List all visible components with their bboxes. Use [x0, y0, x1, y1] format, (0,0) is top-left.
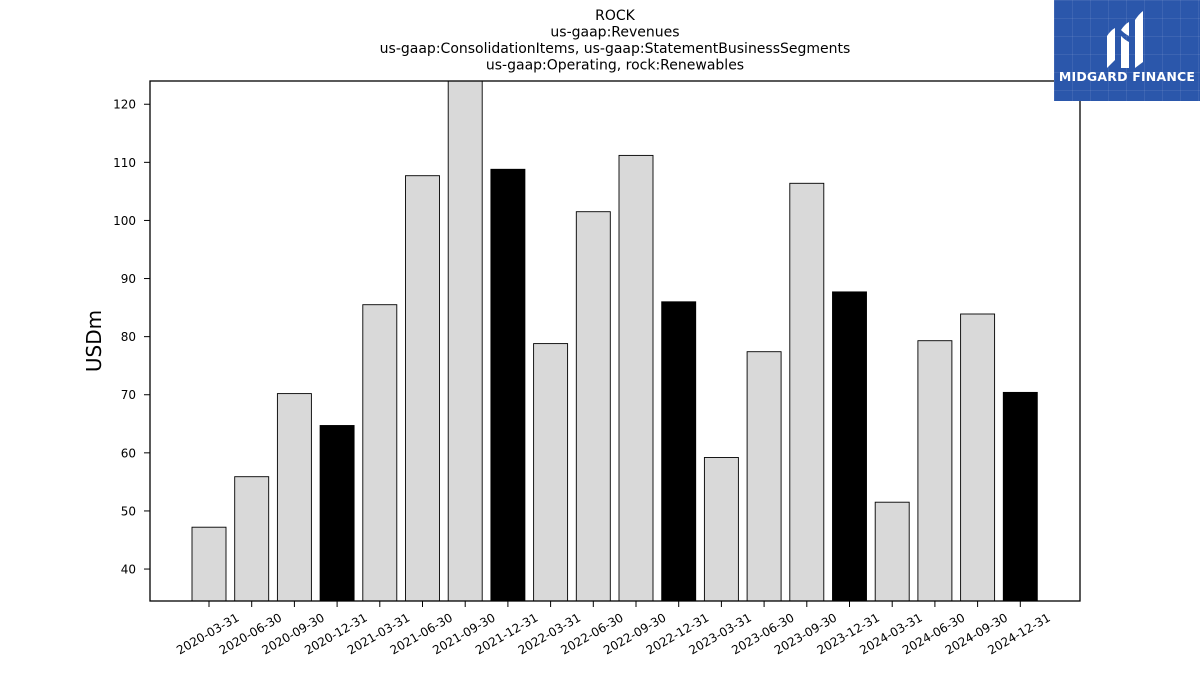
- y-axis-label: USDm: [82, 310, 106, 372]
- bar-2022-06-30: [575, 211, 611, 602]
- bar-2020-06-30: [234, 476, 270, 602]
- y-tick-label-90: 90: [121, 272, 136, 286]
- bar-2023-06-30: [746, 351, 782, 602]
- bar-2022-03-31: [533, 343, 569, 602]
- logo-mark-icon: [1107, 11, 1143, 68]
- bar-2022-12-31: [661, 301, 697, 602]
- plot-frame: [149, 80, 1081, 602]
- x-axis: 2020-03-312020-06-302020-09-302020-12-31…: [174, 601, 1053, 657]
- y-tick-label-80: 80: [121, 330, 136, 344]
- bar-2021-09-30: [447, 80, 483, 602]
- y-tick-label-50: 50: [121, 504, 136, 518]
- bar-2023-03-31: [703, 457, 739, 602]
- title-line-2: us-gaap:Revenues: [550, 25, 679, 41]
- bar-2020-09-30: [276, 393, 312, 602]
- logo-text: MIDGARD FINANCE: [1058, 69, 1196, 84]
- bar-2020-03-31: [191, 526, 227, 602]
- bar-2023-12-31: [832, 291, 867, 602]
- chart-title: ROCK us-gaap:Revenues us-gaap:Consolidat…: [380, 8, 851, 74]
- title-line-4: us-gaap:Operating, rock:Renewables: [486, 58, 744, 74]
- bar-2021-03-31: [362, 304, 398, 602]
- bar-2020-12-31: [319, 425, 355, 602]
- bar-2024-06-30: [917, 340, 953, 602]
- bar-2024-03-31: [874, 501, 910, 602]
- y-axis: 40 50 60 70 80 90 100 110 120: [113, 98, 150, 577]
- midgard-finance-logo: MIDGARD FINANCE: [1054, 0, 1200, 101]
- bar-2024-12-31: [1002, 391, 1038, 602]
- y-tick-label-70: 70: [121, 388, 136, 402]
- bar-2021-06-30: [405, 175, 440, 602]
- bar-2023-09-30: [789, 182, 825, 602]
- y-tick-label-120: 120: [113, 98, 136, 112]
- bar-2022-09-30: [618, 154, 654, 602]
- bar-2021-12-31: [490, 168, 526, 602]
- title-line-1: ROCK: [595, 8, 636, 24]
- y-tick-label-40: 40: [121, 563, 136, 577]
- bars-group: [191, 80, 1038, 602]
- y-tick-label-100: 100: [113, 214, 136, 228]
- y-tick-label-110: 110: [113, 156, 136, 170]
- y-tick-label-60: 60: [121, 446, 136, 460]
- bar-2024-09-30: [960, 313, 996, 602]
- title-line-3: us-gaap:ConsolidationItems, us-gaap:Stat…: [380, 41, 851, 57]
